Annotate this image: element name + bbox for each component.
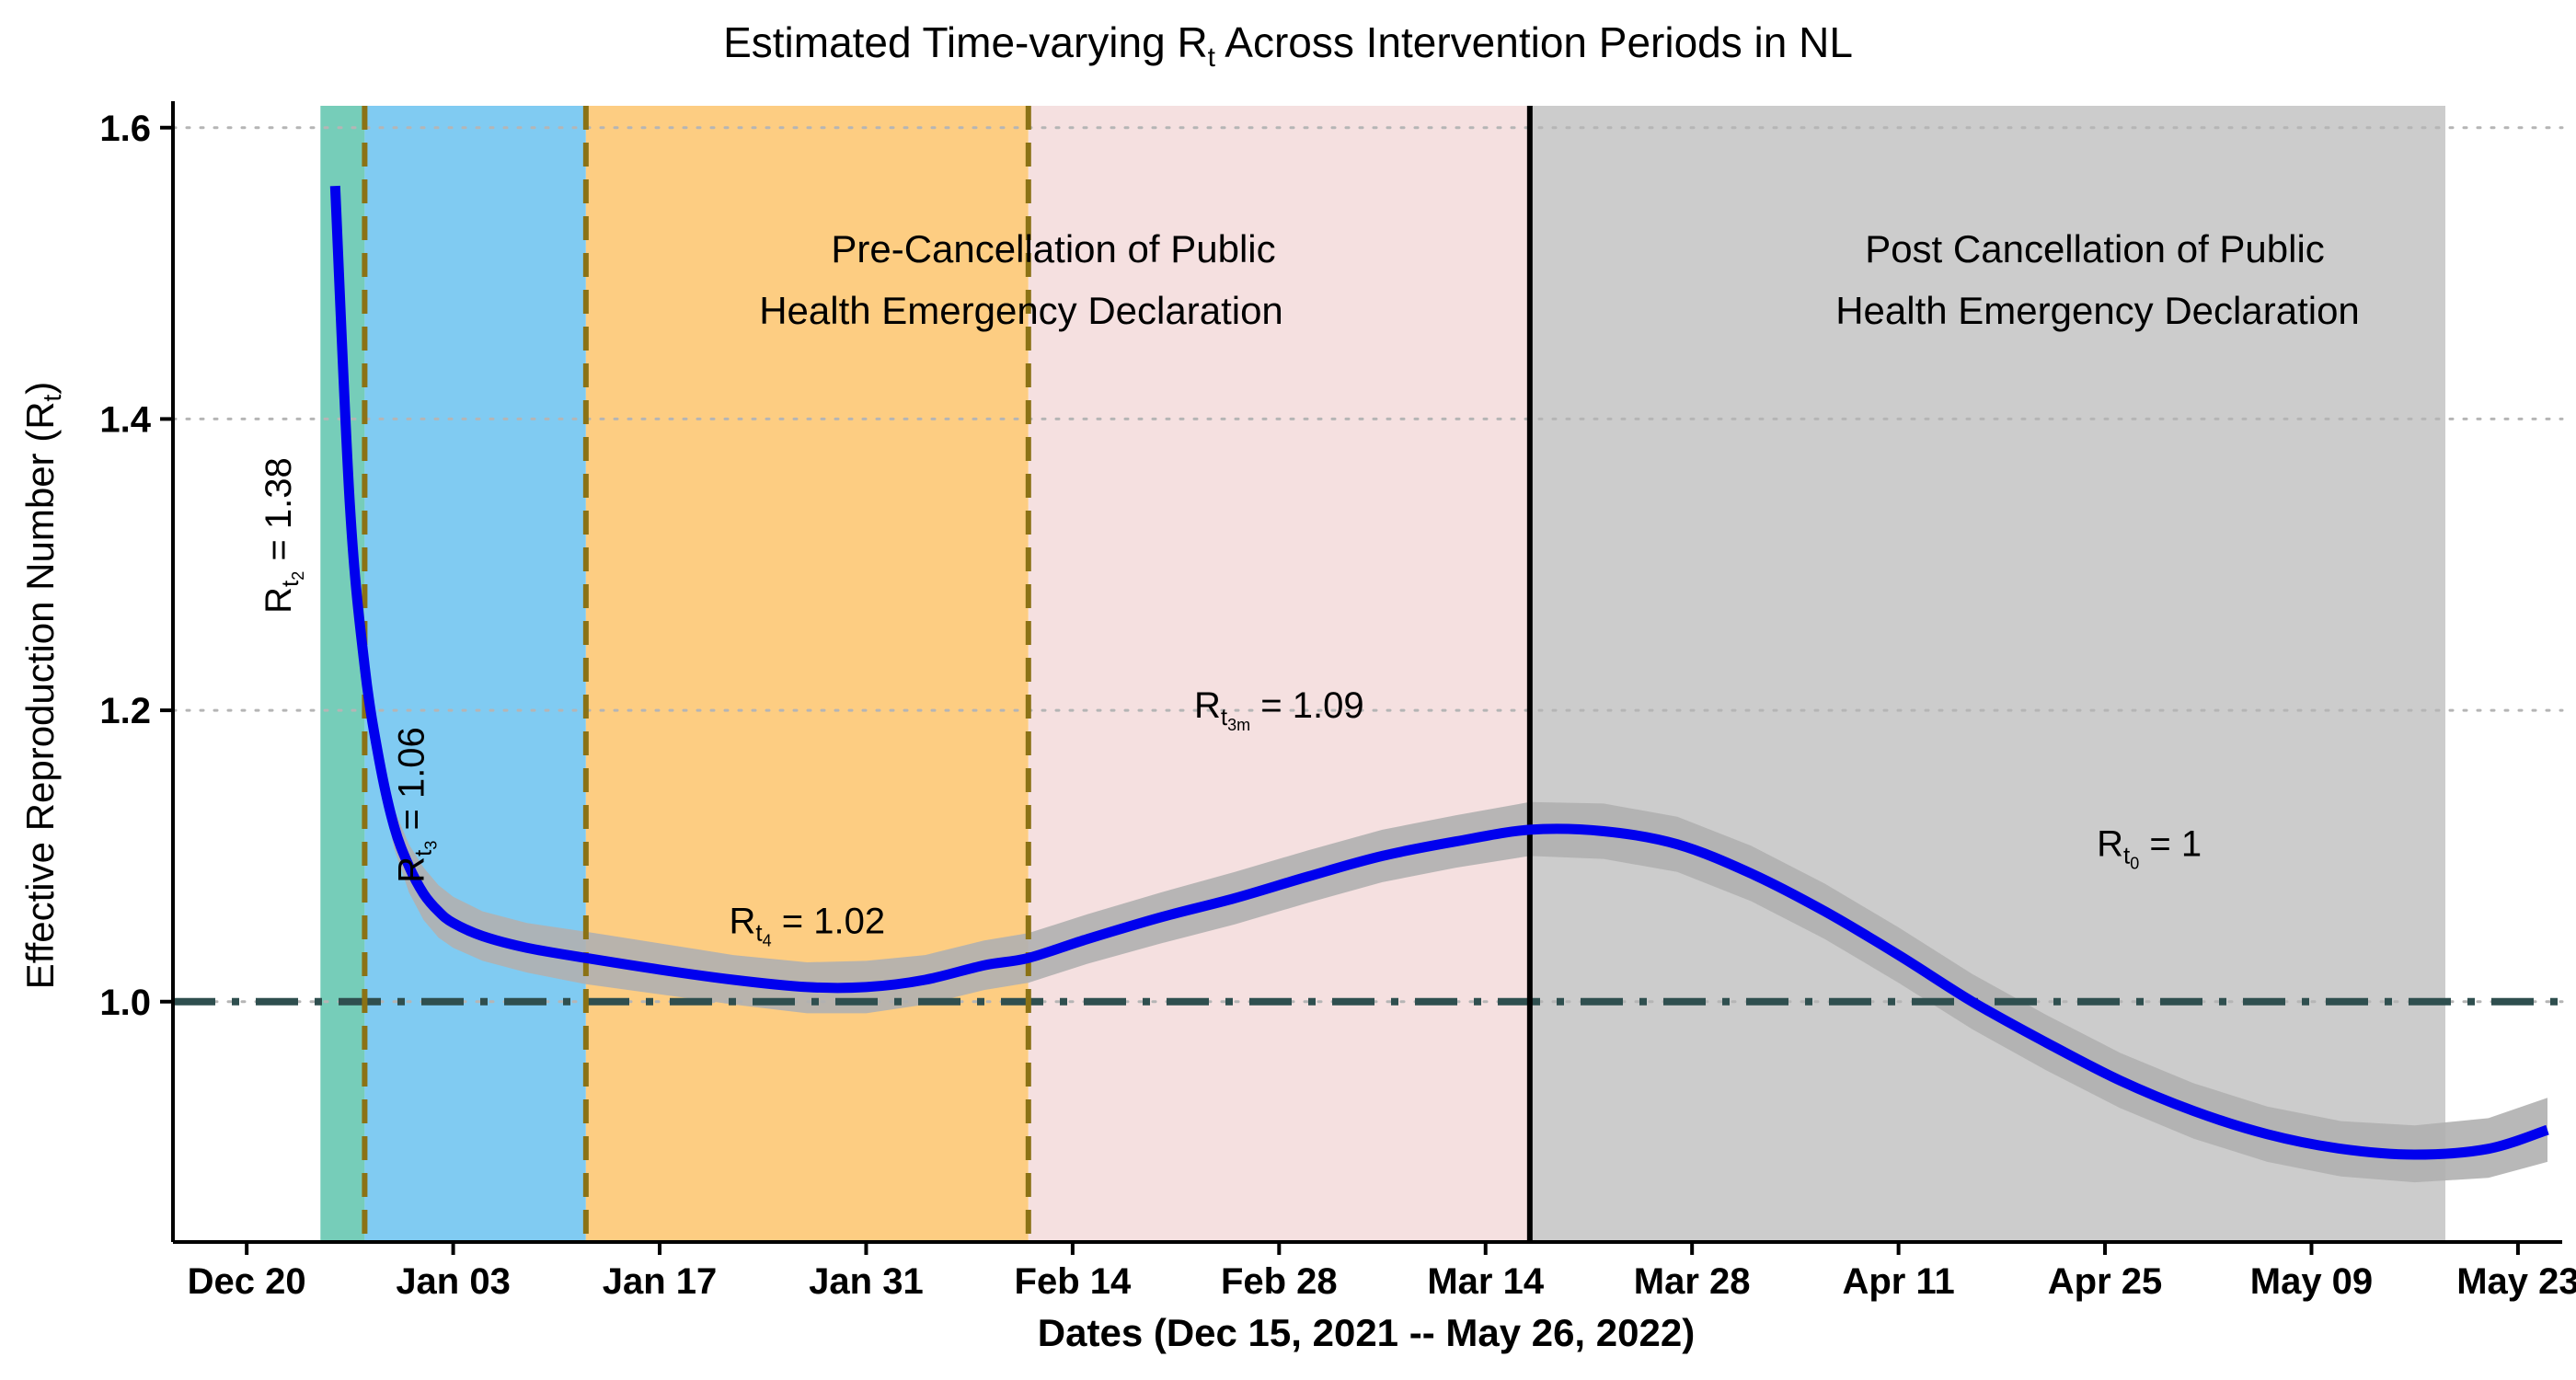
x-tick-label-4: Feb 14 <box>1015 1261 1132 1302</box>
intervention-period-bands <box>320 106 2445 1242</box>
pre-cancellation-annotation-line2: Health Emergency Declaration <box>759 289 1283 332</box>
rt-label-4: Rt0 = 1 <box>2097 823 2202 872</box>
y-tick-label-1: 1.2 <box>99 691 151 731</box>
y-axis-label: Effective Reproduction Number (Rt) <box>18 382 66 990</box>
period-band-5 <box>1529 106 2445 1242</box>
rt-curve-layer <box>329 185 2549 1160</box>
period-band-4 <box>1028 106 1530 1242</box>
x-tick-label-10: May 09 <box>2250 1261 2373 1302</box>
post-cancellation-annotation-line2: Health Emergency Declaration <box>1835 289 2360 332</box>
period-band-2 <box>364 106 586 1242</box>
axes <box>171 101 2562 1244</box>
chart-title: Estimated Time-varying Rt Across Interve… <box>723 18 1853 73</box>
x-tick-label-5: Feb 28 <box>1221 1261 1338 1302</box>
rt-label-2: Rt4 = 1.02 <box>730 901 886 949</box>
rt-series-line <box>329 185 2549 1160</box>
x-tick-label-6: Mar 14 <box>1427 1261 1544 1302</box>
x-tick-label-0: Dec 20 <box>188 1261 306 1302</box>
post-cancellation-annotation-line1: Post Cancellation of Public <box>1865 227 2325 270</box>
x-tick-label-2: Jan 17 <box>603 1261 718 1302</box>
x-axis-label: Dates (Dec 15, 2021 -- May 26, 2022) <box>1038 1311 1695 1354</box>
x-tick-label-9: Apr 25 <box>2048 1261 2163 1302</box>
x-tick-label-7: Mar 28 <box>1634 1261 1751 1302</box>
x-tick-label-3: Jan 31 <box>809 1261 924 1302</box>
pre-cancellation-annotation-line1: Pre-Cancellation of Public <box>831 227 1275 270</box>
axis-ticks: 1.0 1.2 1.4 1.6 Dec 20 Jan 03 Jan 17 Jan 31 Feb … <box>99 109 2576 1302</box>
y-tick-label-0: 1.0 <box>99 983 151 1023</box>
x-tick-label-8: Apr 11 <box>1842 1261 1954 1302</box>
rt-label-3: Rt3m = 1.09 <box>1194 685 1364 734</box>
rt-label-1: Rt3 = 1.06 <box>392 727 441 883</box>
y-tick-label-3: 1.6 <box>99 109 151 149</box>
period-band-3 <box>585 106 1029 1242</box>
x-tick-label-1: Jan 03 <box>396 1261 511 1302</box>
x-tick-label-11: May 23 <box>2456 1261 2576 1302</box>
rt-label-0: Rt2 = 1.38 <box>259 457 307 614</box>
y-tick-label-2: 1.4 <box>99 399 151 440</box>
rt-value-labels: Rt2 = 1.38 Rt3 = 1.06 Rt4 = 1.02 Rt3m = 1.0… <box>259 457 2202 949</box>
